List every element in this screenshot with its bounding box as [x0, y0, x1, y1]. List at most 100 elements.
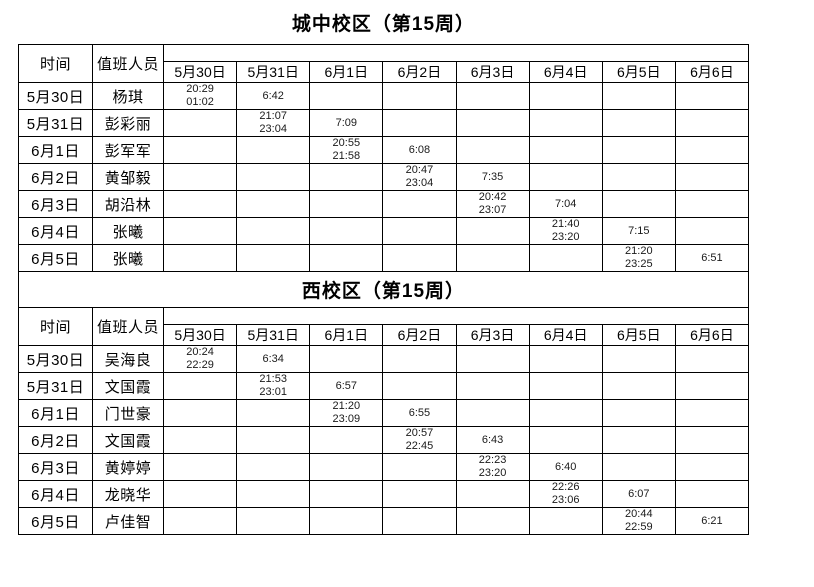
- duty-time-cell: 7:09: [309, 109, 384, 137]
- duty-time-cell: [162, 507, 238, 535]
- duty-row: 6月2日 黄邹毅 20:47 23:04 7:35: [18, 163, 750, 191]
- duty-row: 6月2日 文国霞 20:57 22:45 6:43: [18, 426, 750, 454]
- duty-time-value: 21:53: [259, 373, 287, 386]
- duty-time-value: 7:04: [554, 197, 577, 210]
- duty-row: 5月31日 彭彩丽 21:07 23:04 7:09: [18, 109, 750, 137]
- header-spacer-cell: [163, 307, 749, 325]
- duty-time-value: 6:57: [335, 379, 358, 392]
- duty-time-cell: [236, 453, 311, 481]
- date-column-header: 6月2日: [382, 61, 457, 83]
- duty-time-cell: [674, 163, 750, 191]
- staff-name-cell: 门世豪: [92, 399, 164, 427]
- staff-column-header: 值班人员: [92, 307, 164, 346]
- duty-time-cell: 7:15: [601, 217, 676, 245]
- duty-time-value: 20:44: [625, 508, 653, 521]
- duty-row: 6月3日 胡沿林 20:42 23:07 7:04: [18, 190, 750, 218]
- duty-time-cell: [528, 163, 603, 191]
- duty-time-cell: [162, 399, 238, 427]
- date-column-header: 6月1日: [309, 324, 384, 346]
- row-date-cell: 6月2日: [18, 163, 93, 191]
- duty-time-cell: [382, 480, 457, 508]
- duty-row: 6月1日 彭军军 20:55 21:58 6:08: [18, 136, 750, 164]
- duty-time-cell: [455, 507, 530, 535]
- staff-name-cell: 彭彩丽: [92, 109, 164, 137]
- staff-name-cell: 张曦: [92, 244, 164, 272]
- duty-row: 6月4日 龙晓华 22:26 23:06 6:07: [18, 480, 750, 508]
- duty-time-cell: [382, 190, 457, 218]
- duty-time-cell: [601, 109, 676, 137]
- duty-time-cell: [382, 244, 457, 272]
- duty-time-cell: 20:44 22:59: [601, 507, 676, 535]
- duty-time-cell: [309, 507, 384, 535]
- duty-time-cell: [601, 399, 676, 427]
- duty-time-cell: [162, 109, 238, 137]
- row-date-cell: 6月5日: [18, 244, 93, 272]
- duty-time-cell: 21:40 23:20: [528, 217, 603, 245]
- duty-time-cell: [674, 372, 750, 400]
- date-column-header: 6月1日: [309, 61, 384, 83]
- duty-row: 6月1日 门世豪 21:20 23:09 6:55: [18, 399, 750, 427]
- duty-time-cell: 6:07: [601, 480, 676, 508]
- duty-time-value: 6:07: [628, 487, 650, 500]
- date-column-header: 6月2日: [382, 324, 457, 346]
- staff-name-cell: 文国霞: [92, 372, 164, 400]
- duty-time-cell: [309, 82, 384, 110]
- duty-time-cell: [528, 372, 603, 400]
- duty-time-value: 23:04: [259, 123, 287, 135]
- row-date-cell: 6月5日: [18, 507, 93, 535]
- duty-time-value: 23:20: [551, 231, 580, 243]
- duty-time-cell: [236, 163, 311, 191]
- duty-time-cell: [162, 372, 238, 400]
- duty-time-cell: 6:51: [674, 244, 750, 272]
- duty-time-value: 6:55: [408, 406, 431, 419]
- date-column-header: 6月6日: [674, 61, 750, 83]
- duty-time-cell: [528, 345, 603, 373]
- duty-time-cell: [674, 217, 750, 245]
- duty-time-cell: [528, 426, 603, 454]
- campus1-duty-table: 时间 值班人员 5月30日 5月31日 6月1日 6月2日 6月3日 6月4日 6月5日 6月6日…: [18, 44, 750, 272]
- staff-name-cell: 文国霞: [92, 426, 164, 454]
- duty-time-value: 6:42: [262, 89, 284, 102]
- duty-time-cell: 20:55 21:58: [309, 136, 384, 164]
- staff-name-cell: 张曦: [92, 217, 164, 245]
- duty-time-value: 23:04: [405, 177, 434, 189]
- date-column-header: 5月30日: [162, 324, 238, 346]
- duty-time-cell: [674, 82, 750, 110]
- duty-row: 6月3日 黄婷婷 22:23 23:20 6:40: [18, 453, 750, 481]
- duty-time-value: 20:29: [186, 83, 214, 96]
- duty-time-cell: 7:35: [455, 163, 530, 191]
- duty-time-cell: 20:29 01:02: [162, 82, 238, 110]
- date-column-header: 6月3日: [455, 324, 530, 346]
- date-column-header: 6月5日: [601, 61, 676, 83]
- duty-time-cell: [309, 163, 384, 191]
- duty-time-cell: [674, 109, 750, 137]
- duty-time-cell: [382, 453, 457, 481]
- duty-row: 6月4日 张曦 21:40 23:20 7:15: [18, 217, 750, 245]
- duty-time-value: 20:42: [478, 191, 507, 204]
- duty-time-value: 01:02: [186, 96, 214, 108]
- duty-time-cell: [382, 507, 457, 535]
- duty-time-cell: [236, 136, 311, 164]
- row-date-cell: 6月4日: [18, 480, 93, 508]
- duty-time-cell: [162, 480, 238, 508]
- duty-time-value: 6:51: [701, 251, 723, 264]
- campus2-title: 西校区（第15周）: [18, 272, 749, 307]
- duty-time-cell: 6:43: [455, 426, 530, 454]
- duty-time-cell: 20:57 22:45: [382, 426, 457, 454]
- duty-time-cell: [236, 399, 311, 427]
- duty-time-cell: [601, 345, 676, 373]
- duty-time-cell: [528, 244, 603, 272]
- duty-time-cell: [455, 345, 530, 373]
- duty-time-value: 23:06: [551, 494, 580, 506]
- row-date-cell: 6月1日: [18, 399, 93, 427]
- duty-time-cell: [382, 82, 457, 110]
- duty-time-cell: 21:20 23:25: [601, 244, 676, 272]
- header-row-dates: 5月30日 5月31日 6月1日 6月2日 6月3日 6月4日 6月5日 6月6日: [19, 61, 750, 83]
- staff-name-cell: 胡沿林: [92, 190, 164, 218]
- duty-time-cell: [674, 399, 750, 427]
- staff-name-cell: 黄邹毅: [92, 163, 164, 191]
- duty-time-cell: [162, 136, 238, 164]
- duty-time-cell: 21:20 23:09: [309, 399, 384, 427]
- header-row-dates: 5月30日 5月31日 6月1日 6月2日 6月3日 6月4日 6月5日 6月6日: [19, 324, 750, 346]
- campus1-title: 城中校区（第15周）: [291, 13, 476, 35]
